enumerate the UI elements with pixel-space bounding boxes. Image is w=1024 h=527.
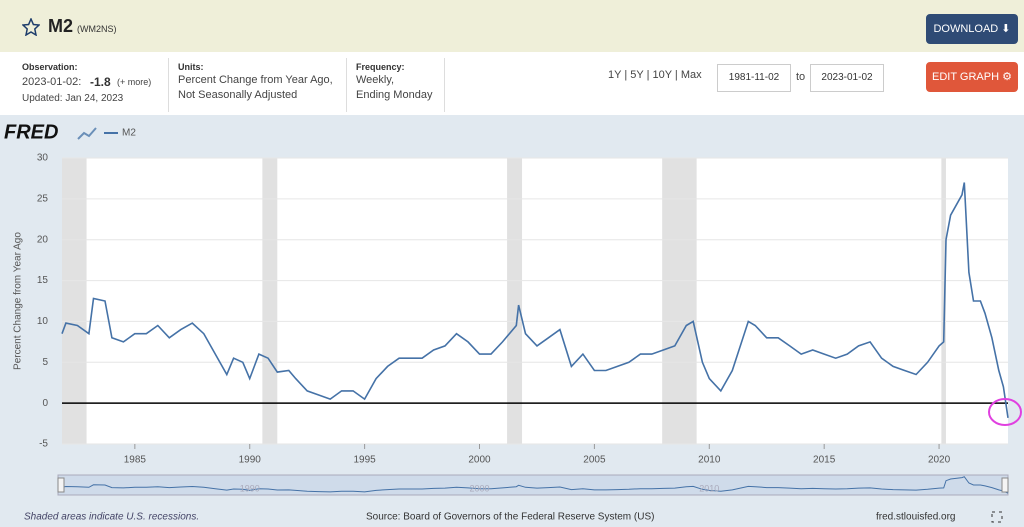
fullscreen-icon[interactable] — [991, 511, 1003, 523]
observation-value: -1.8 — [90, 75, 111, 89]
units-label: Units: — [178, 62, 204, 72]
x-tick-label: 1990 — [239, 455, 262, 466]
separator: | — [621, 69, 631, 81]
y-tick-label: 0 — [42, 398, 48, 409]
star-icon[interactable] — [22, 18, 40, 36]
start-date-input[interactable]: 1981-11-02 — [717, 64, 791, 92]
divider — [444, 58, 445, 112]
navigator-line — [61, 476, 1009, 494]
recession-band — [62, 158, 87, 444]
recession-note: Shaded areas indicate U.S. recessions. — [24, 512, 199, 523]
navigator-handle — [57, 477, 65, 493]
frequency-line: Weekly, — [356, 74, 395, 86]
site-link[interactable]: fred.stlouisfed.org — [876, 512, 956, 523]
download-button[interactable]: DOWNLOAD ⬇ — [926, 14, 1018, 44]
y-tick-label: 5 — [42, 357, 48, 368]
info-bar: Observation: 2023-01-02: -1.8 (+ more) U… — [0, 52, 1024, 115]
range-link[interactable]: Max — [680, 69, 702, 81]
more-link[interactable]: (+ more) — [117, 77, 152, 87]
x-tick-label: 1985 — [124, 455, 147, 466]
navigator[interactable] — [57, 474, 1009, 496]
observation-label: Observation: — [22, 62, 78, 72]
end-date-input[interactable]: 2023-01-02 — [810, 64, 884, 92]
y-tick-label: 30 — [37, 153, 49, 164]
y-tick-label: 20 — [37, 234, 49, 245]
frequency-label: Frequency: — [356, 62, 405, 72]
y-tick-label: 10 — [37, 316, 49, 327]
range-link[interactable]: 1Y — [608, 69, 622, 81]
x-tick-label: 2005 — [583, 455, 606, 466]
navigator-label: 2000 — [469, 483, 489, 493]
y-tick-label: -5 — [39, 439, 48, 450]
plot-area — [62, 158, 1008, 444]
y-tick-label: 15 — [37, 275, 49, 286]
y-axis-label: Percent Change from Year Ago — [13, 232, 24, 370]
updated-date: Updated: Jan 24, 2023 — [22, 93, 124, 104]
units-line: Not Seasonally Adjusted — [178, 89, 298, 101]
edit-graph-button[interactable]: EDIT GRAPH ⚙ — [926, 62, 1018, 92]
separator: | — [671, 69, 681, 81]
data-line — [61, 182, 1009, 419]
chart: FRED M2 Percent Change from Year Ago 199… — [0, 115, 1024, 527]
edit-graph-text: EDIT GRAPH — [932, 71, 1000, 83]
legend-label: M2 — [122, 128, 136, 139]
logo-icon — [77, 127, 97, 140]
divider — [168, 58, 169, 112]
navigator-handle — [1001, 477, 1009, 493]
highlight-circle — [988, 398, 1022, 426]
recession-band — [507, 158, 523, 444]
header: M2 (WM2NS) DOWNLOAD ⬇ — [0, 0, 1024, 52]
to-label: to — [796, 71, 806, 83]
x-tick-label: 1995 — [353, 455, 376, 466]
series-title: M2 — [48, 16, 74, 36]
range-links: 1Y | 5Y | 10Y | Max — [608, 69, 702, 81]
download-text: DOWNLOAD — [933, 23, 999, 35]
source: Source: Board of Governors of the Federa… — [366, 512, 654, 523]
navigator-label: 1990 — [240, 483, 260, 493]
recession-band — [662, 158, 697, 444]
recession-band — [262, 158, 278, 444]
fred-logo: FRED — [4, 121, 58, 143]
x-tick-label: 2010 — [698, 455, 721, 466]
range-link[interactable]: 5Y — [630, 69, 644, 81]
recession-band — [941, 158, 946, 444]
series-id: (WM2NS) — [77, 24, 117, 34]
x-tick-label: 2015 — [813, 455, 836, 466]
x-tick-label: 2000 — [468, 455, 491, 466]
divider — [346, 58, 347, 112]
navigator-label: 2010 — [699, 483, 719, 493]
separator: | — [643, 69, 653, 81]
range-link[interactable]: 10Y — [652, 69, 672, 81]
y-tick-label: 25 — [37, 193, 49, 204]
frequency-line: Ending Monday — [356, 89, 433, 101]
units-line: Percent Change from Year Ago, — [178, 74, 333, 86]
observation-date: 2023-01-02: — [22, 76, 82, 88]
x-tick-label: 2020 — [928, 455, 951, 466]
